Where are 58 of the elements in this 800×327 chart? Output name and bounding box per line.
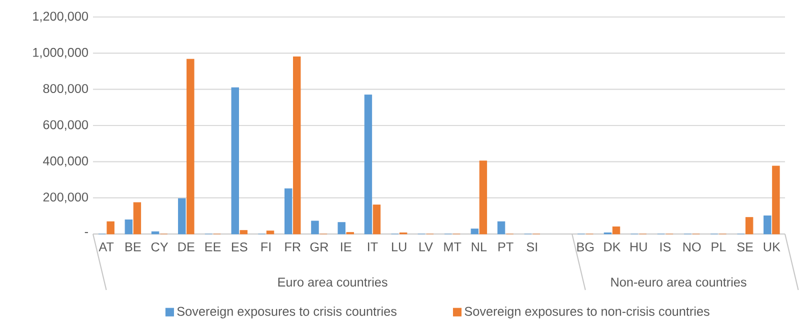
x-tick-label: UK [764,242,780,252]
x-tick-label: IE [341,242,352,252]
x-tick-label: NL [472,242,487,252]
bar [266,230,274,234]
x-tick-label: ES [232,242,248,252]
x-tick-label: IT [368,242,378,252]
bar [372,204,381,234]
y-tick-label: 400,000 [43,156,88,167]
bar [106,221,114,234]
x-tick-label: DK [604,242,621,252]
bar [764,215,772,234]
bar [338,222,346,234]
x-tick-label: SI [526,242,537,252]
y-tick-label: 200,000 [43,192,88,204]
text: Euro area countries [278,277,388,287]
x-tick-label: AT [98,242,114,252]
x-tick-label: LU [392,242,406,252]
bar [133,202,142,234]
x-tick-label: FR [285,242,300,252]
bar [311,220,319,234]
x-tick-label: DE [178,242,194,252]
bar [231,87,239,234]
text: Non-euro area countries [611,277,746,287]
bar [240,230,248,234]
x-tick-label: EE [205,242,221,252]
x-tick-label: FI [261,242,270,252]
bar [612,226,620,234]
bar [364,94,372,234]
x-tick-label: BG [577,242,594,252]
y-tick-label: 600,000 [43,120,88,131]
bar [151,231,160,234]
y-tick-label: 800,000 [43,84,88,95]
y-tick-label: 1,200,000 [33,12,88,22]
y-tick-label: 1,000,000 [33,48,88,58]
x-tick-label: IS [660,242,671,252]
x-tick-label: PL [712,242,726,252]
bar [470,228,479,234]
bar [284,188,292,234]
x-tick-label: NO [683,242,701,252]
x-tick-label: SE [737,242,753,252]
bar [479,160,488,234]
bar [293,56,301,234]
bar [745,217,754,234]
x-tick-label: PT [498,242,514,252]
x-tick-label: HU [630,242,647,252]
bar [772,166,780,234]
y-tick-label: - [84,232,88,234]
x-tick-label: CY [151,242,168,252]
bar [178,198,186,234]
x-tick-label: BE [126,242,141,252]
x-tick-label: LV [419,242,433,252]
bar [497,221,506,234]
legend-label: Sovereign exposures to non-crisis countries [464,306,710,318]
x-tick-label: GR [310,242,328,252]
x-tick-label: MT [444,242,462,252]
bar [186,58,194,234]
legend-label: Sovereign exposures to crisis countries [177,306,396,318]
bar [124,219,133,234]
